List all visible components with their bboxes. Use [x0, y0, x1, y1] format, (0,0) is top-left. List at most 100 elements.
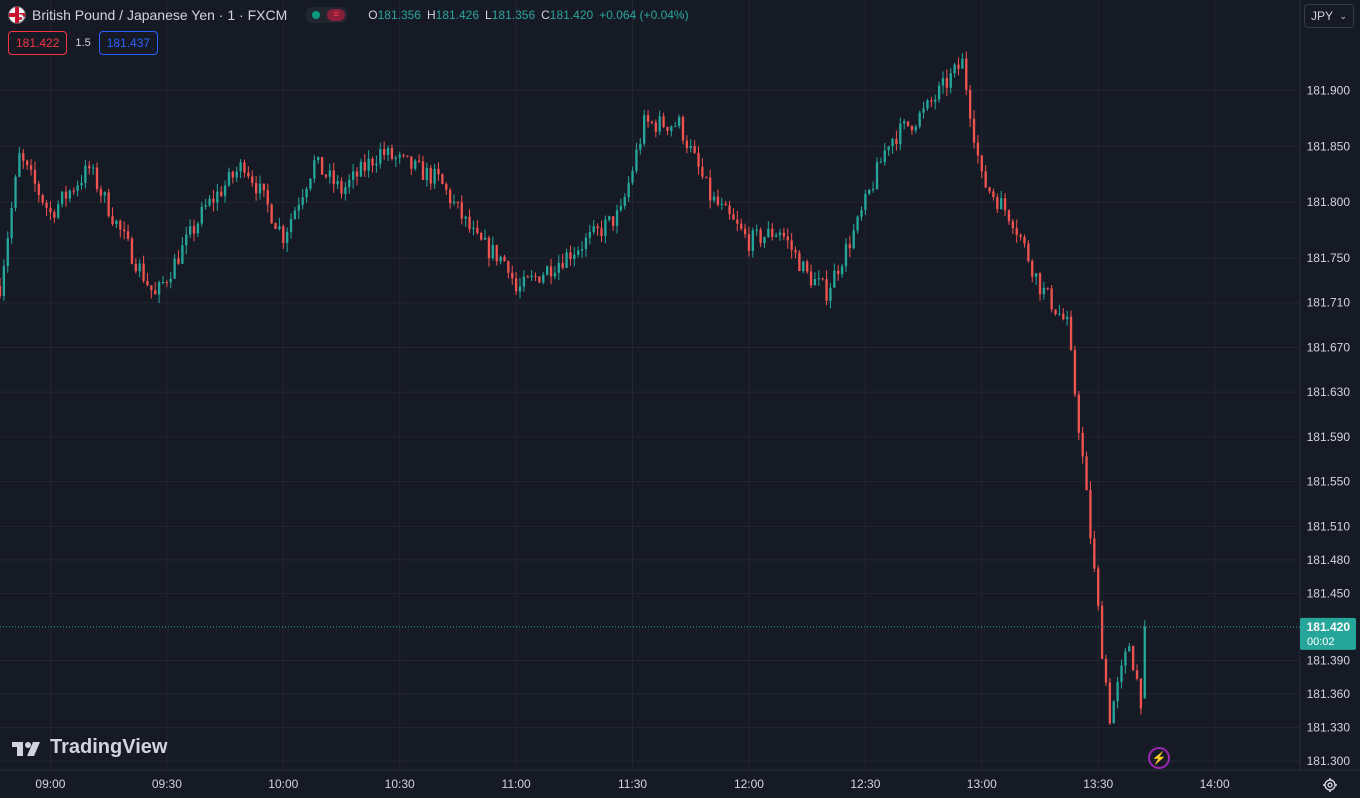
- candle-body: [472, 227, 475, 229]
- candle-body: [379, 149, 382, 164]
- tradingview-logo[interactable]: TradingView: [12, 736, 167, 759]
- candle-body: [837, 270, 840, 275]
- candle-body: [577, 250, 580, 255]
- candle-body: [91, 167, 95, 169]
- candle-body: [794, 250, 797, 253]
- candle-body: [394, 157, 397, 159]
- sell-price-button[interactable]: 181.422: [8, 31, 68, 55]
- candle-body: [751, 230, 754, 251]
- candle-body: [340, 180, 343, 195]
- ohlc-change: +0.064 (+0.04%): [599, 8, 689, 22]
- candle-body: [84, 165, 87, 183]
- candle-body: [809, 271, 813, 286]
- candle-body: [1046, 287, 1049, 289]
- candle-body: [367, 158, 370, 171]
- chart-grid: [0, 0, 1360, 771]
- candle-body: [452, 201, 456, 204]
- candle-body: [747, 234, 751, 251]
- candle-body: [635, 149, 638, 171]
- candle-body: [557, 262, 560, 273]
- candle-body: [359, 161, 363, 177]
- candle-body: [1027, 243, 1030, 262]
- candle-body: [732, 214, 735, 220]
- candle-body: [937, 85, 941, 100]
- candle-body: [891, 138, 894, 147]
- candle-body: [914, 126, 917, 131]
- candle-body: [608, 216, 611, 220]
- candle-body: [922, 108, 925, 113]
- candle-body: [142, 263, 145, 281]
- ohlc-close-label: C: [541, 8, 550, 22]
- candle-body: [887, 146, 890, 151]
- candle-body: [1139, 678, 1143, 709]
- candle-body: [123, 229, 126, 232]
- candle-body: [693, 146, 696, 153]
- candle-body: [1042, 287, 1046, 295]
- candle-body: [231, 171, 234, 178]
- candle-body: [460, 202, 463, 219]
- candle-body: [138, 263, 141, 272]
- candle-body: [910, 125, 914, 131]
- candle-body: [134, 263, 137, 272]
- lightning-icon[interactable]: ⚡: [1148, 747, 1170, 769]
- candle-body: [763, 237, 766, 244]
- candle-body: [883, 150, 886, 163]
- candle-body: [22, 153, 25, 161]
- candle-body: [324, 174, 328, 177]
- candle-body: [976, 142, 980, 156]
- symbol-title[interactable]: British Pound / Japanese Yen · 1 · FXCM: [32, 7, 288, 23]
- ohlc-high-value: 181.426: [435, 8, 480, 22]
- candle-body: [817, 278, 820, 280]
- candle-body: [332, 170, 335, 185]
- candle-body: [941, 78, 945, 86]
- y-tick-label: 181.800: [1307, 195, 1351, 209]
- candle-body: [270, 204, 273, 224]
- candle-body: [844, 244, 848, 267]
- candle-body: [619, 205, 623, 211]
- x-tick-label: 10:00: [268, 777, 298, 791]
- market-status[interactable]: ≡: [305, 7, 349, 23]
- gbp-jpy-flag-icon: [8, 6, 26, 24]
- candle-body: [495, 245, 498, 262]
- candle-body: [689, 146, 692, 149]
- candle-body: [216, 191, 219, 203]
- candle-body: [1135, 670, 1139, 679]
- buy-price-button[interactable]: 181.437: [98, 31, 159, 55]
- candle-body: [1100, 605, 1104, 660]
- candle-body: [161, 282, 165, 284]
- candle-body: [972, 118, 976, 143]
- y-tick-label: 181.450: [1307, 586, 1351, 600]
- candle-body: [1034, 273, 1038, 277]
- candle-body: [639, 143, 642, 150]
- y-tick-label: 181.300: [1307, 754, 1351, 768]
- candle-body: [456, 201, 460, 203]
- candle-body: [666, 126, 669, 131]
- x-tick-label: 10:30: [385, 777, 415, 791]
- settings-gear-icon[interactable]: [1322, 777, 1338, 793]
- candle-body: [115, 220, 118, 225]
- candle-body: [1019, 234, 1022, 237]
- candle-body: [743, 228, 747, 235]
- candle-body: [37, 183, 40, 195]
- candle-body: [18, 153, 21, 177]
- candle-body: [119, 220, 122, 230]
- candle-body: [530, 275, 533, 278]
- candle-body: [646, 115, 650, 122]
- candle-body: [251, 176, 254, 183]
- candle-body: [68, 190, 72, 199]
- x-tick-label: 12:00: [734, 777, 764, 791]
- candle-body: [627, 182, 630, 198]
- candle-body: [2, 266, 6, 297]
- currency-select[interactable]: JPY ⌄: [1304, 4, 1354, 28]
- candle-body: [518, 286, 522, 292]
- candle-body: [712, 196, 716, 201]
- candle-body: [262, 183, 266, 191]
- candle-body: [798, 252, 801, 272]
- candle-body: [320, 157, 324, 175]
- candle-body: [592, 226, 595, 233]
- spread-value: 1.5: [75, 37, 91, 49]
- candle-body: [254, 182, 258, 194]
- candle-body: [724, 203, 727, 206]
- candles: [0, 51, 1146, 725]
